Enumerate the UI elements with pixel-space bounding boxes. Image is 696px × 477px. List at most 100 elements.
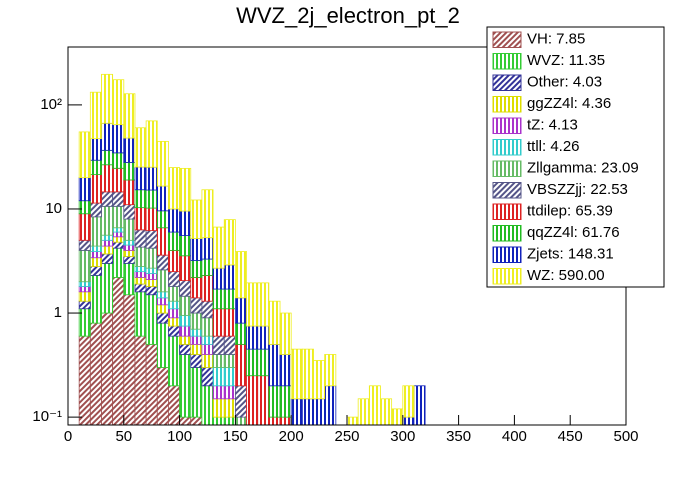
bar: [78, 286, 91, 293]
bar: [112, 167, 125, 193]
bar: [346, 416, 359, 426]
bar: [324, 385, 337, 426]
bar: [290, 398, 303, 426]
bar: [112, 124, 125, 154]
bar: [134, 277, 147, 285]
bar: [223, 335, 236, 355]
bar: [134, 166, 147, 191]
bar: [201, 335, 214, 345]
bar: [123, 294, 136, 426]
bar: [145, 189, 158, 209]
bar: [190, 416, 203, 426]
bar: [168, 335, 181, 387]
bar: [223, 398, 236, 418]
bar: [156, 367, 169, 426]
bar: [201, 274, 214, 302]
bar: [134, 283, 147, 293]
bar: [156, 140, 169, 187]
bar: [134, 271, 147, 278]
bar: [89, 274, 102, 324]
legend-label: WZ: 590.00: [527, 267, 605, 284]
bar: [168, 231, 181, 251]
legend-label: WVZ: 11.35: [527, 52, 605, 69]
bar: [168, 167, 181, 210]
bar: [223, 288, 236, 310]
bar: [201, 300, 214, 319]
bar: [402, 385, 415, 418]
bar: [223, 308, 236, 337]
bar: [223, 264, 236, 290]
bar: [179, 354, 192, 418]
bar: [413, 385, 426, 426]
bar: [156, 312, 169, 324]
y-tick-label: 10⁻¹: [32, 408, 62, 425]
bar: [279, 312, 292, 355]
bar: [212, 288, 225, 310]
legend-label: qqZZ4l: 61.76: [527, 224, 620, 241]
bar: [313, 398, 326, 426]
legend-swatch: [492, 74, 522, 91]
bar: [212, 308, 225, 337]
bar: [89, 174, 102, 204]
bar: [145, 267, 158, 274]
bar: [112, 247, 125, 278]
bar: [101, 73, 114, 124]
bar: [212, 367, 225, 387]
bar: [380, 398, 393, 426]
bar: [89, 266, 102, 276]
bar: [134, 335, 147, 426]
legend-swatch: [492, 225, 522, 242]
bar: [145, 120, 158, 168]
bar: [201, 385, 214, 426]
bar: [190, 367, 203, 418]
bar: [123, 218, 136, 241]
bar: [179, 295, 192, 316]
bar: [179, 343, 192, 355]
bar: [357, 398, 370, 426]
bar: [134, 229, 147, 248]
bar: [78, 131, 91, 179]
bar: [168, 308, 181, 319]
bar: [201, 354, 214, 368]
bar: [234, 343, 247, 387]
legend-swatch: [492, 182, 522, 199]
legend-label: ttll: 4.26: [527, 138, 580, 155]
bar: [145, 286, 158, 296]
bar: [223, 367, 236, 387]
bar: [89, 216, 102, 247]
bar: [190, 343, 203, 355]
bar: [156, 254, 169, 271]
bar: [168, 208, 181, 233]
bar: [190, 297, 203, 314]
bar: [168, 317, 181, 327]
x-tick-label: 450: [558, 428, 583, 445]
bar: [301, 348, 314, 400]
bar: [391, 408, 404, 426]
legend-label: tZ: 4.13: [527, 117, 578, 134]
bar: [212, 335, 225, 355]
bar: [112, 236, 125, 243]
bar: [179, 280, 192, 297]
bar: [101, 262, 114, 314]
bar: [212, 267, 225, 290]
bar: [112, 227, 125, 233]
bar: [402, 416, 415, 426]
bar: [112, 205, 125, 229]
bar: [156, 291, 169, 299]
bar: [368, 385, 381, 426]
legend-swatch: [492, 268, 522, 285]
bar: [179, 325, 192, 337]
bar: [78, 281, 91, 287]
bar: [89, 91, 102, 140]
legend-label: Zllgamma: 23.09: [527, 160, 639, 177]
bar: [201, 189, 214, 239]
bar: [179, 210, 192, 236]
bar: [134, 189, 147, 209]
bar: [290, 348, 303, 400]
x-tick-label: 100: [167, 428, 192, 445]
legend-swatch: [492, 117, 522, 134]
bar: [134, 266, 147, 273]
bar: [223, 416, 236, 426]
bar: [145, 273, 158, 280]
bar: [190, 335, 203, 345]
